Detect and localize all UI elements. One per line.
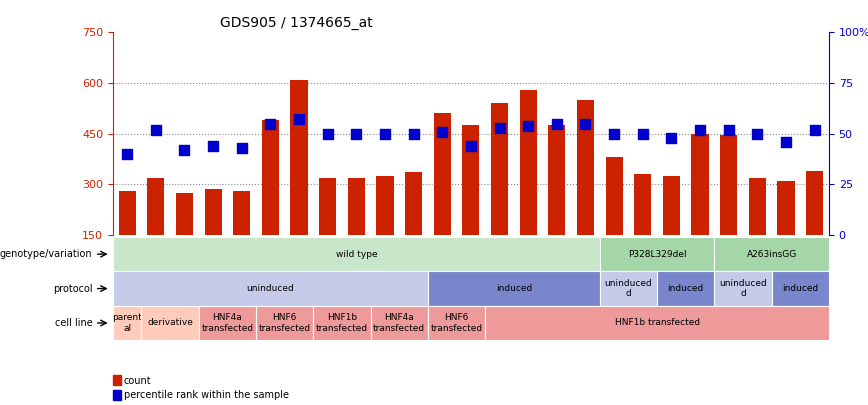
Bar <box>720 135 737 235</box>
Bar <box>377 176 393 235</box>
Bar <box>577 100 594 235</box>
Bar <box>176 193 193 235</box>
Text: count: count <box>123 375 151 386</box>
Point <box>693 126 707 133</box>
Text: uninduced
d: uninduced d <box>604 279 653 298</box>
Text: wild type: wild type <box>336 249 377 259</box>
Point <box>664 134 678 141</box>
Text: HNF6
transfected: HNF6 transfected <box>259 313 311 333</box>
Point <box>779 139 792 145</box>
Point <box>349 130 363 137</box>
Point <box>549 120 563 127</box>
Bar <box>205 190 221 235</box>
Text: HNF1b transfected: HNF1b transfected <box>615 318 700 328</box>
Point <box>464 143 477 149</box>
Point <box>807 126 821 133</box>
Bar <box>520 90 536 235</box>
Text: cell line: cell line <box>55 318 93 328</box>
Text: HNF1b
transfected: HNF1b transfected <box>316 313 368 333</box>
Bar <box>148 177 164 235</box>
Bar <box>491 103 508 235</box>
Bar <box>119 191 135 235</box>
Bar <box>262 120 279 235</box>
Bar <box>463 125 479 235</box>
Text: parent
al: parent al <box>112 313 142 333</box>
Point <box>378 130 391 137</box>
Point <box>492 124 506 131</box>
Point <box>578 120 592 127</box>
Text: A263insGG: A263insGG <box>746 249 797 259</box>
Text: protocol: protocol <box>53 284 93 294</box>
Bar <box>778 181 794 235</box>
Point <box>234 145 248 151</box>
Bar <box>113 390 121 399</box>
Bar <box>405 173 422 235</box>
Bar <box>635 174 651 235</box>
Point <box>292 116 306 123</box>
Text: HNF4a
transfected: HNF4a transfected <box>201 313 253 333</box>
Text: uninduced: uninduced <box>247 284 294 293</box>
Bar <box>113 375 121 386</box>
Text: uninduced
d: uninduced d <box>719 279 767 298</box>
Bar <box>348 177 365 235</box>
Point <box>435 128 449 135</box>
Bar <box>233 191 250 235</box>
Point <box>149 126 163 133</box>
Bar <box>291 80 307 235</box>
Text: P328L329del: P328L329del <box>628 249 687 259</box>
Text: percentile rank within the sample: percentile rank within the sample <box>123 390 289 400</box>
Point <box>263 120 277 127</box>
Point <box>721 126 735 133</box>
Bar <box>663 176 680 235</box>
Point <box>750 130 764 137</box>
Text: induced: induced <box>782 284 819 293</box>
Point <box>521 122 535 129</box>
Bar <box>749 177 766 235</box>
Point <box>120 151 135 157</box>
Point <box>320 130 334 137</box>
Text: HNF6
transfected: HNF6 transfected <box>431 313 483 333</box>
Text: GDS905 / 1374665_at: GDS905 / 1374665_at <box>220 16 373 30</box>
Bar <box>806 171 823 235</box>
Bar <box>434 113 450 235</box>
Text: derivative: derivative <box>148 318 193 328</box>
Point <box>635 130 649 137</box>
Point <box>207 143 220 149</box>
Point <box>177 147 191 153</box>
Text: induced: induced <box>667 284 704 293</box>
Text: induced: induced <box>496 284 532 293</box>
Bar <box>692 134 708 235</box>
Bar <box>549 125 565 235</box>
Text: HNF4a
transfected: HNF4a transfected <box>373 313 425 333</box>
Bar <box>319 177 336 235</box>
Text: genotype/variation: genotype/variation <box>0 249 93 259</box>
Point <box>406 130 420 137</box>
Point <box>607 130 621 137</box>
Bar <box>606 157 622 235</box>
